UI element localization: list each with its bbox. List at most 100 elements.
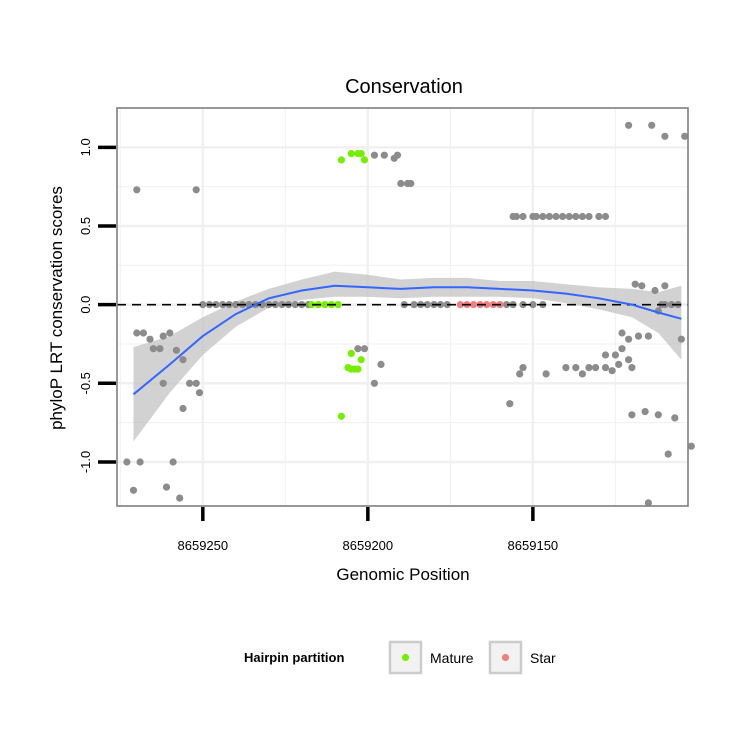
data-point (166, 329, 174, 337)
x-tick-label: 8659200 (343, 538, 394, 553)
data-point (423, 301, 431, 309)
x-tick-label: 8659250 (178, 538, 229, 553)
data-point (123, 458, 131, 466)
data-point (529, 301, 537, 309)
legend-key (488, 640, 523, 675)
data-point (502, 301, 511, 309)
data-point (625, 121, 633, 129)
data-point (133, 329, 141, 337)
data-point (648, 121, 656, 129)
data-point (456, 301, 464, 309)
data-point (667, 301, 676, 309)
data-point (677, 335, 686, 343)
legend: Hairpin partition Mature Star (244, 640, 556, 675)
data-point (357, 150, 365, 158)
plot-panel (116, 107, 695, 507)
data-point (179, 356, 187, 364)
data-point (377, 360, 385, 368)
data-point (162, 483, 171, 491)
legend-entry-mature: Mature (388, 640, 474, 675)
data-point (186, 379, 194, 387)
data-point (562, 364, 570, 372)
data-point (585, 212, 593, 221)
y-axis-title: phyloP LRT conservation scores (47, 186, 66, 430)
data-point (334, 301, 342, 309)
data-point (638, 282, 646, 290)
data-point (176, 494, 184, 502)
legend-key-point (501, 653, 510, 662)
data-point (370, 379, 378, 387)
data-point (179, 404, 187, 413)
data-point (542, 370, 550, 378)
data-point (136, 458, 144, 466)
data-point (195, 389, 204, 397)
data-point (654, 411, 662, 419)
data-point (291, 301, 299, 309)
data-point (232, 301, 240, 309)
y-tick-label: 1.0 (78, 138, 93, 156)
data-point (608, 367, 616, 375)
data-point (337, 156, 345, 164)
x-axis-title: Genomic Position (336, 565, 469, 584)
data-point (321, 301, 329, 309)
data-point (664, 450, 672, 458)
data-point (552, 212, 560, 221)
data-point (601, 212, 610, 221)
data-point (615, 360, 623, 368)
data-point (625, 356, 633, 364)
data-point (159, 332, 167, 340)
data-point (687, 442, 695, 450)
data-point (133, 186, 141, 194)
y-tick-label: -0.5 (78, 372, 93, 394)
data-point (578, 212, 587, 221)
data-point (347, 349, 355, 357)
x-tick-label: 8659150 (508, 538, 559, 553)
data-point (159, 379, 167, 387)
data-point (681, 132, 689, 140)
legend-key-point (401, 653, 410, 662)
y-tick-label: 0.5 (78, 217, 93, 235)
data-point (156, 345, 164, 353)
data-point (625, 335, 633, 343)
data-point (354, 365, 362, 373)
data-point (661, 282, 669, 290)
data-point (360, 345, 369, 353)
y-axis: -1.0 -0.5 0.0 0.5 1.0 (78, 138, 116, 473)
smooth-trend-line (132, 284, 682, 396)
data-point (559, 212, 567, 221)
panel-border (116, 107, 689, 507)
data-point (146, 335, 154, 343)
series-star (456, 301, 504, 309)
x-axis: 8659250 8659200 8659150 (178, 507, 559, 553)
data-point (337, 412, 345, 420)
data-point (651, 286, 659, 295)
data-point (565, 212, 573, 221)
data-point (661, 132, 669, 140)
data-point (380, 151, 388, 159)
data-point (172, 346, 180, 354)
data-point (572, 364, 580, 372)
data-point (139, 329, 147, 337)
data-point (370, 151, 378, 159)
data-point (595, 212, 603, 221)
data-point (192, 186, 200, 194)
data-point (354, 345, 362, 353)
data-point (129, 486, 138, 494)
data-point (618, 329, 626, 337)
data-point (308, 301, 316, 309)
data-point (578, 370, 587, 378)
data-point (397, 179, 405, 188)
data-point (519, 364, 527, 372)
data-point (516, 370, 524, 378)
data-point (628, 411, 636, 419)
legend-title: Hairpin partition (244, 650, 344, 665)
data-point (410, 301, 418, 309)
data-point (671, 414, 679, 422)
data-point (407, 179, 415, 188)
data-point (618, 345, 626, 353)
data-point (357, 356, 365, 364)
data-point (192, 379, 200, 387)
legend-label: Mature (430, 650, 474, 666)
data-point (390, 154, 398, 162)
